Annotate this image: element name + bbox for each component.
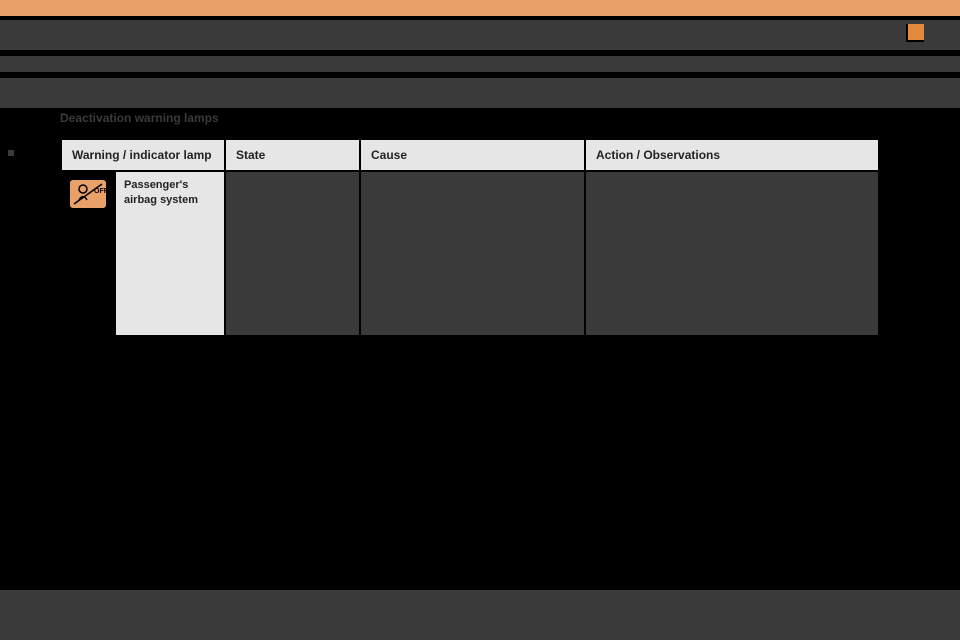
header-dot-2 xyxy=(932,78,940,86)
warning-lamp-table: Warning / indicator lamp State Cause Act… xyxy=(60,138,880,337)
left-margin-marker xyxy=(8,150,14,156)
table-header-row: Warning / indicator lamp State Cause Act… xyxy=(61,139,879,171)
page-footer-band xyxy=(0,590,960,640)
table-row: OFF Passenger's airbag system fixed, in … xyxy=(61,171,879,336)
cell-state: fixed, in the instrument panel and/or se… xyxy=(225,171,360,336)
th-state: State xyxy=(225,139,360,171)
passenger-airbag-off-icon: OFF xyxy=(70,180,106,208)
page-number-box xyxy=(906,24,924,42)
section-subtitle: Deactivation warning lamps xyxy=(60,111,219,125)
footer-dot xyxy=(942,622,948,628)
header-tab-main xyxy=(860,20,940,40)
cell-icon: OFF xyxy=(61,171,115,336)
cell-cause: The control switch, located in the glove… xyxy=(360,171,585,336)
th-action: Action / Observations xyxy=(585,139,879,171)
cell-lamp-label: Passenger's airbag system xyxy=(115,171,225,336)
th-cause: Cause xyxy=(360,139,585,171)
header-dot-1 xyxy=(932,56,940,64)
cell-action: Set the control to the ON position to ac… xyxy=(585,171,879,336)
th-warning-lamp: Warning / indicator lamp xyxy=(61,139,225,171)
